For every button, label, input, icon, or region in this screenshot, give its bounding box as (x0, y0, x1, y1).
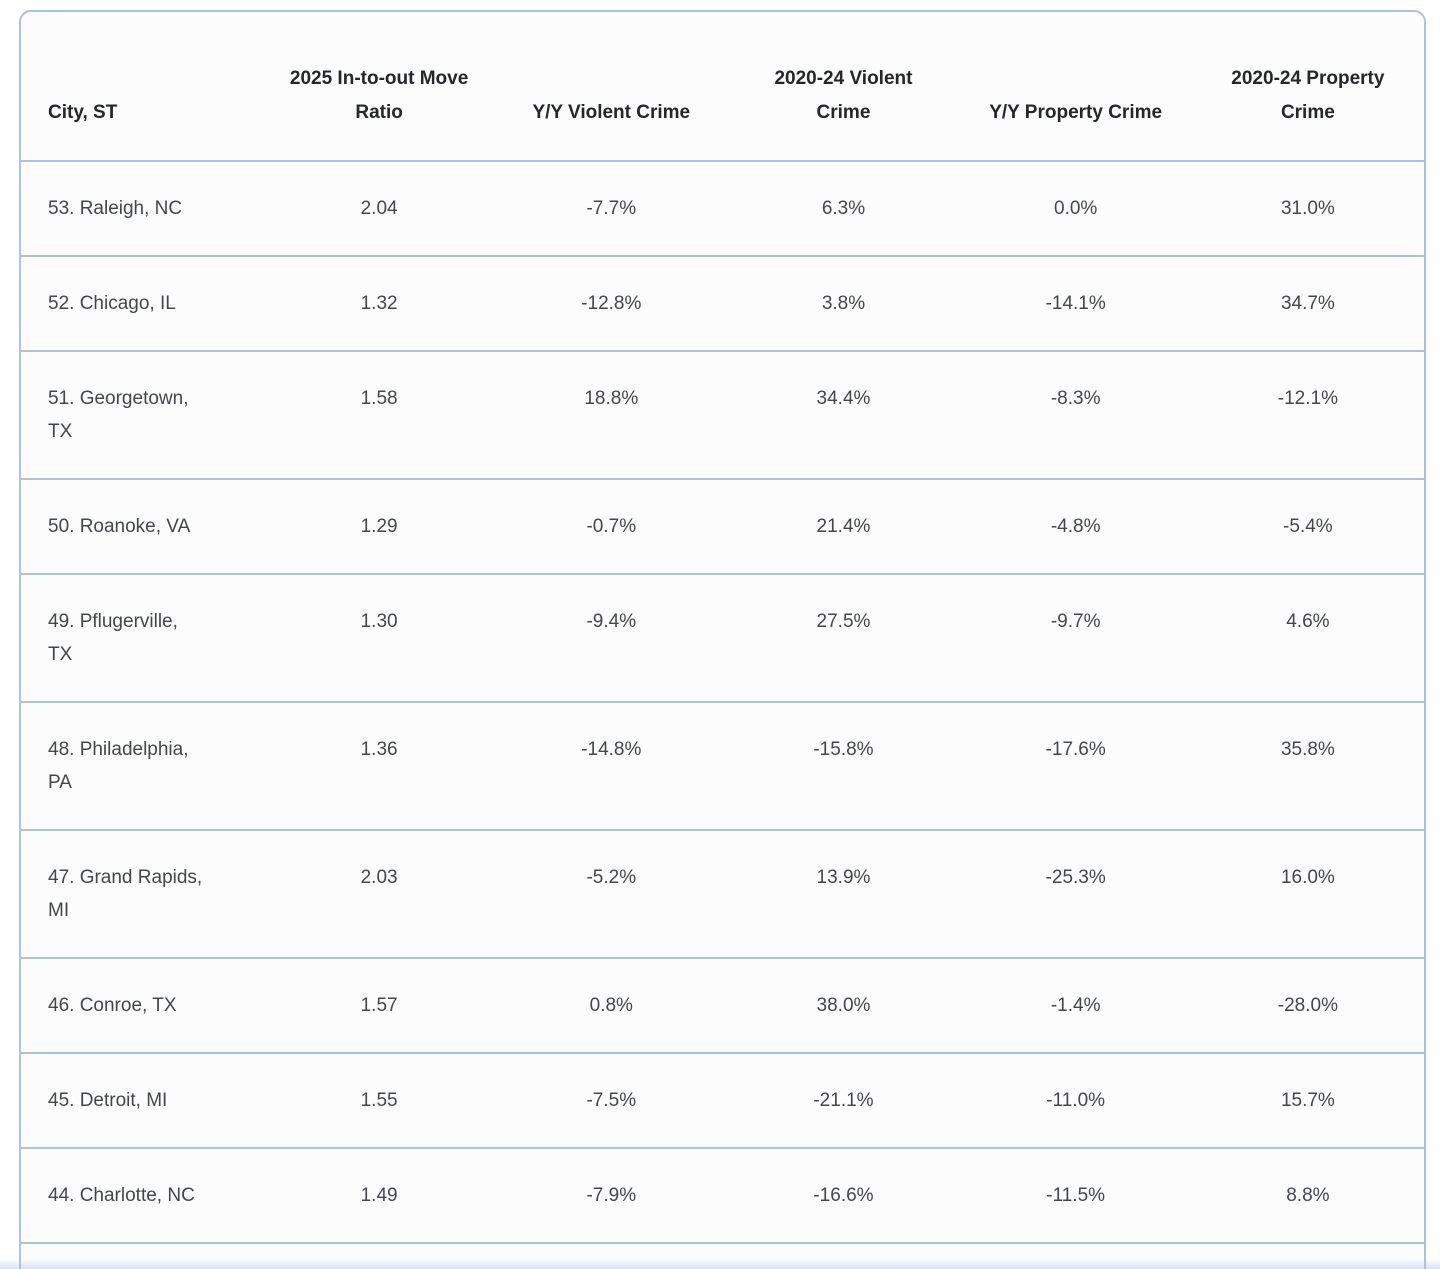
cell-yy-property-crime: -11.0% (959, 1052, 1192, 1148)
city-line: PA (48, 772, 72, 793)
cell-yy-property-crime: -14.1% (959, 255, 1192, 351)
cell-2020-24-violent-crime: 3.8% (727, 255, 960, 351)
table-row: 48. Philadelphia, PA 1.36 -14.8% -15.8% -17.6… (21, 701, 1424, 830)
city-line: 46. Conroe, TX (48, 995, 177, 1016)
city-line: 44. Charlotte, NC (48, 1185, 195, 1206)
header-row: City, ST 2025 In-to-out Move Ratio Y/Y V… (21, 12, 1424, 161)
cell-2020-24-violent-crime: -16.6% (727, 1147, 960, 1243)
table-row: 49. Pflugerville, TX 1.30 -9.4% 27.5% -9.7% 4.… (21, 573, 1424, 702)
cell-2020-24-violent-crime: -21.1% (727, 1052, 960, 1148)
cell-2020-24-property-crime: 34.7% (1191, 255, 1424, 351)
cell-move-ratio: 1.57 (263, 957, 496, 1053)
cell-2020-24-property-crime: 16.0% (1191, 829, 1424, 958)
cell-2020-24-violent-crime: 6.3% (727, 160, 960, 256)
city-line: 47. Grand Rapids, (48, 867, 203, 888)
cell-2020-24-property-crime: 4.6% (1191, 573, 1424, 702)
table-row: 44. Charlotte, NC 1.49 -7.9% -16.6% -11.5% 8.… (21, 1147, 1424, 1243)
cell-move-ratio: 1.36 (263, 701, 496, 830)
cell-2020-24-property-crime: 35.8% (1191, 701, 1424, 830)
rankings-table-card: City, ST 2025 In-to-out Move Ratio Y/Y V… (19, 10, 1426, 1269)
cell-partial (21, 1242, 1424, 1269)
cell-yy-violent-crime: 0.8% (495, 957, 728, 1053)
cell-yy-property-crime: 0.0% (959, 160, 1192, 256)
cell-yy-violent-crime: -9.4% (495, 573, 728, 702)
table-row: 51. Georgetown, TX 1.58 18.8% 34.4% -8.3% -12.… (21, 350, 1424, 479)
cell-yy-violent-crime: -7.9% (495, 1147, 728, 1243)
city-line: 52. Chicago, IL (48, 293, 176, 314)
cell-yy-property-crime: -17.6% (959, 701, 1192, 830)
cell-yy-violent-crime: 18.8% (495, 350, 728, 479)
cell-yy-property-crime: -8.3% (959, 350, 1192, 479)
cell-city-st: 49. Pflugerville, TX (21, 573, 263, 702)
cell-city-st: 48. Philadelphia, PA (21, 701, 263, 830)
cell-city-st: 45. Detroit, MI (21, 1052, 263, 1148)
cell-move-ratio: 1.55 (263, 1052, 496, 1148)
city-line: TX (48, 421, 73, 442)
cell-2020-24-violent-crime: 38.0% (727, 957, 960, 1053)
city-line: 48. Philadelphia, (48, 739, 189, 760)
city-line: TX (48, 644, 73, 665)
cell-2020-24-violent-crime: 34.4% (727, 350, 960, 479)
city-line: 53. Raleigh, NC (48, 198, 183, 219)
table-row-partial (21, 1242, 1424, 1269)
cell-city-st: 44. Charlotte, NC (21, 1147, 263, 1243)
table-row: 53. Raleigh, NC 2.04 -7.7% 6.3% 0.0% 31.0% (21, 160, 1424, 256)
cell-yy-violent-crime: -5.2% (495, 829, 728, 958)
cell-2020-24-property-crime: 31.0% (1191, 160, 1424, 256)
table-header: City, ST 2025 In-to-out Move Ratio Y/Y V… (21, 12, 1424, 161)
cell-2020-24-violent-crime: -15.8% (727, 701, 960, 830)
cell-city-st: 52. Chicago, IL (21, 255, 263, 351)
cell-city-st: 53. Raleigh, NC (21, 160, 263, 256)
column-header-2020-24-property-crime: 2020-24 Property Crime (1231, 68, 1385, 123)
table-row: 46. Conroe, TX 1.57 0.8% 38.0% -1.4% -28.0% (21, 957, 1424, 1053)
cell-move-ratio: 1.29 (263, 478, 496, 574)
cell-city-st: 50. Roanoke, VA (21, 478, 263, 574)
cell-2020-24-property-crime: -12.1% (1191, 350, 1424, 479)
cell-move-ratio: 1.49 (263, 1147, 496, 1243)
column-header-move-ratio: 2025 In-to-out Move Ratio (289, 68, 469, 123)
cell-city-st: 51. Georgetown, TX (21, 350, 263, 479)
cell-yy-violent-crime: -14.8% (495, 701, 728, 830)
city-line: MI (48, 900, 70, 921)
city-line: 49. Pflugerville, (48, 611, 178, 632)
cell-yy-violent-crime: -7.7% (495, 160, 728, 256)
city-line: 45. Detroit, MI (48, 1090, 168, 1111)
table-row: 45. Detroit, MI 1.55 -7.5% -21.1% -11.0% 15.7… (21, 1052, 1424, 1148)
cell-2020-24-property-crime: 8.8% (1191, 1147, 1424, 1243)
table-row: 52. Chicago, IL 1.32 -12.8% 3.8% -14.1% 34.7% (21, 255, 1424, 351)
table-row: 50. Roanoke, VA 1.29 -0.7% 21.4% -4.8% -5.4% (21, 478, 1424, 574)
cell-move-ratio: 2.03 (263, 829, 496, 958)
table-body: 53. Raleigh, NC 2.04 -7.7% 6.3% 0.0% 31.0% 52.… (21, 160, 1424, 1269)
cell-yy-property-crime: -11.5% (959, 1147, 1192, 1243)
cell-city-st: 46. Conroe, TX (21, 957, 263, 1053)
cell-2020-24-property-crime: -5.4% (1191, 478, 1424, 574)
cell-yy-property-crime: -9.7% (959, 573, 1192, 702)
cell-yy-violent-crime: -0.7% (495, 478, 728, 574)
city-crime-table: City, ST 2025 In-to-out Move Ratio Y/Y V… (21, 12, 1424, 1269)
city-line: 51. Georgetown, (48, 388, 189, 409)
column-header-yy-violent-crime: Y/Y Violent Crime (532, 102, 691, 123)
city-line: 50. Roanoke, VA (48, 516, 191, 537)
cell-yy-property-crime: -4.8% (959, 478, 1192, 574)
cell-2020-24-property-crime: 15.7% (1191, 1052, 1424, 1148)
column-header-city-st: City, ST (48, 102, 118, 123)
cell-city-st: 47. Grand Rapids, MI (21, 829, 263, 958)
table-row: 47. Grand Rapids, MI 2.03 -5.2% 13.9% -25.3% 1… (21, 829, 1424, 958)
column-header-2020-24-violent-crime: 2020-24 Violent Crime (774, 68, 913, 123)
cell-2020-24-violent-crime: 27.5% (727, 573, 960, 702)
cell-yy-property-crime: -1.4% (959, 957, 1192, 1053)
cell-2020-24-violent-crime: 13.9% (727, 829, 960, 958)
cell-yy-property-crime: -25.3% (959, 829, 1192, 958)
cell-move-ratio: 1.30 (263, 573, 496, 702)
cell-2020-24-property-crime: -28.0% (1191, 957, 1424, 1053)
cell-move-ratio: 1.32 (263, 255, 496, 351)
cell-move-ratio: 2.04 (263, 160, 496, 256)
cell-2020-24-violent-crime: 21.4% (727, 478, 960, 574)
cell-yy-violent-crime: -12.8% (495, 255, 728, 351)
column-header-yy-property-crime: Y/Y Property Crime (989, 102, 1163, 123)
cell-yy-violent-crime: -7.5% (495, 1052, 728, 1148)
cell-move-ratio: 1.58 (263, 350, 496, 479)
